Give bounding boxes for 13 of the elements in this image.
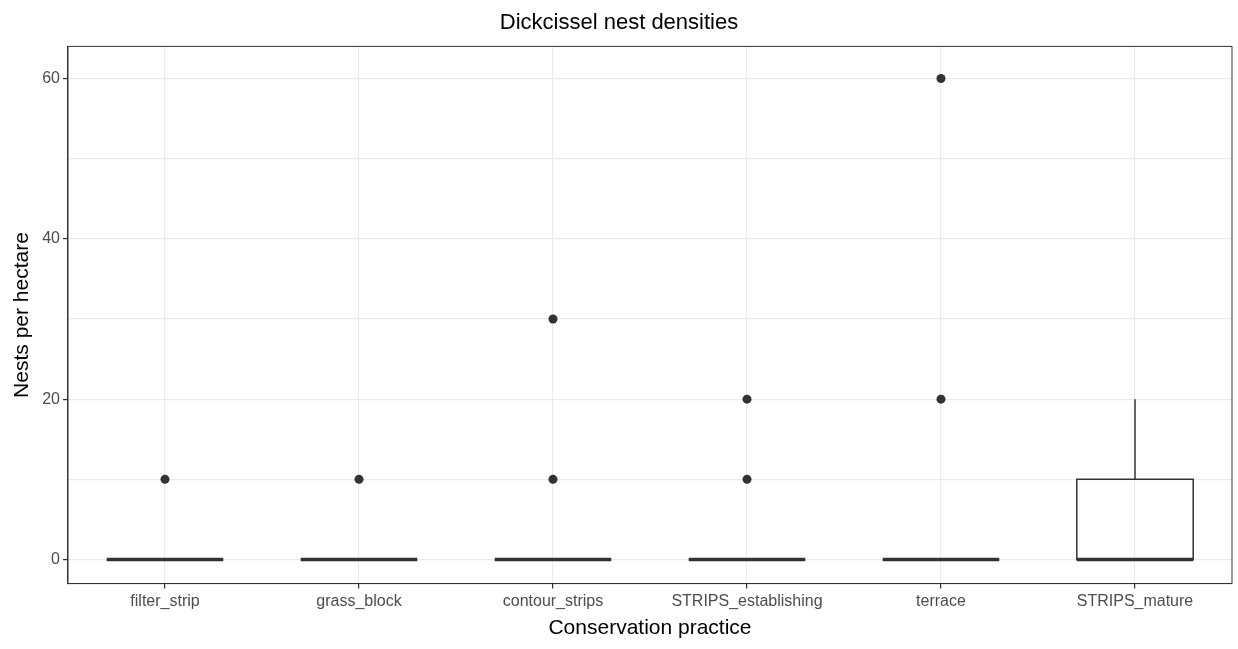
- chart-title: Dickcissel nest densities: [499, 9, 739, 35]
- x-tick-label: STRIPS_establishing: [671, 591, 823, 610]
- y-tick-label: 0: [51, 549, 61, 567]
- y-tick-label: 40: [42, 229, 61, 247]
- x-tick-label: contour_strips: [502, 591, 604, 610]
- x-tick-label: terrace: [916, 591, 966, 609]
- x-tick-label: filter_strip: [130, 591, 200, 610]
- y-axis-title: Nests per hectare: [9, 232, 33, 398]
- x-tick-label: grass_block: [316, 591, 403, 610]
- y-tick-label: 20: [42, 389, 61, 407]
- y-tick-label: 60: [42, 68, 61, 86]
- x-axis-title: Conservation practice: [548, 615, 752, 639]
- x-tick-label: STRIPS_mature: [1076, 591, 1194, 610]
